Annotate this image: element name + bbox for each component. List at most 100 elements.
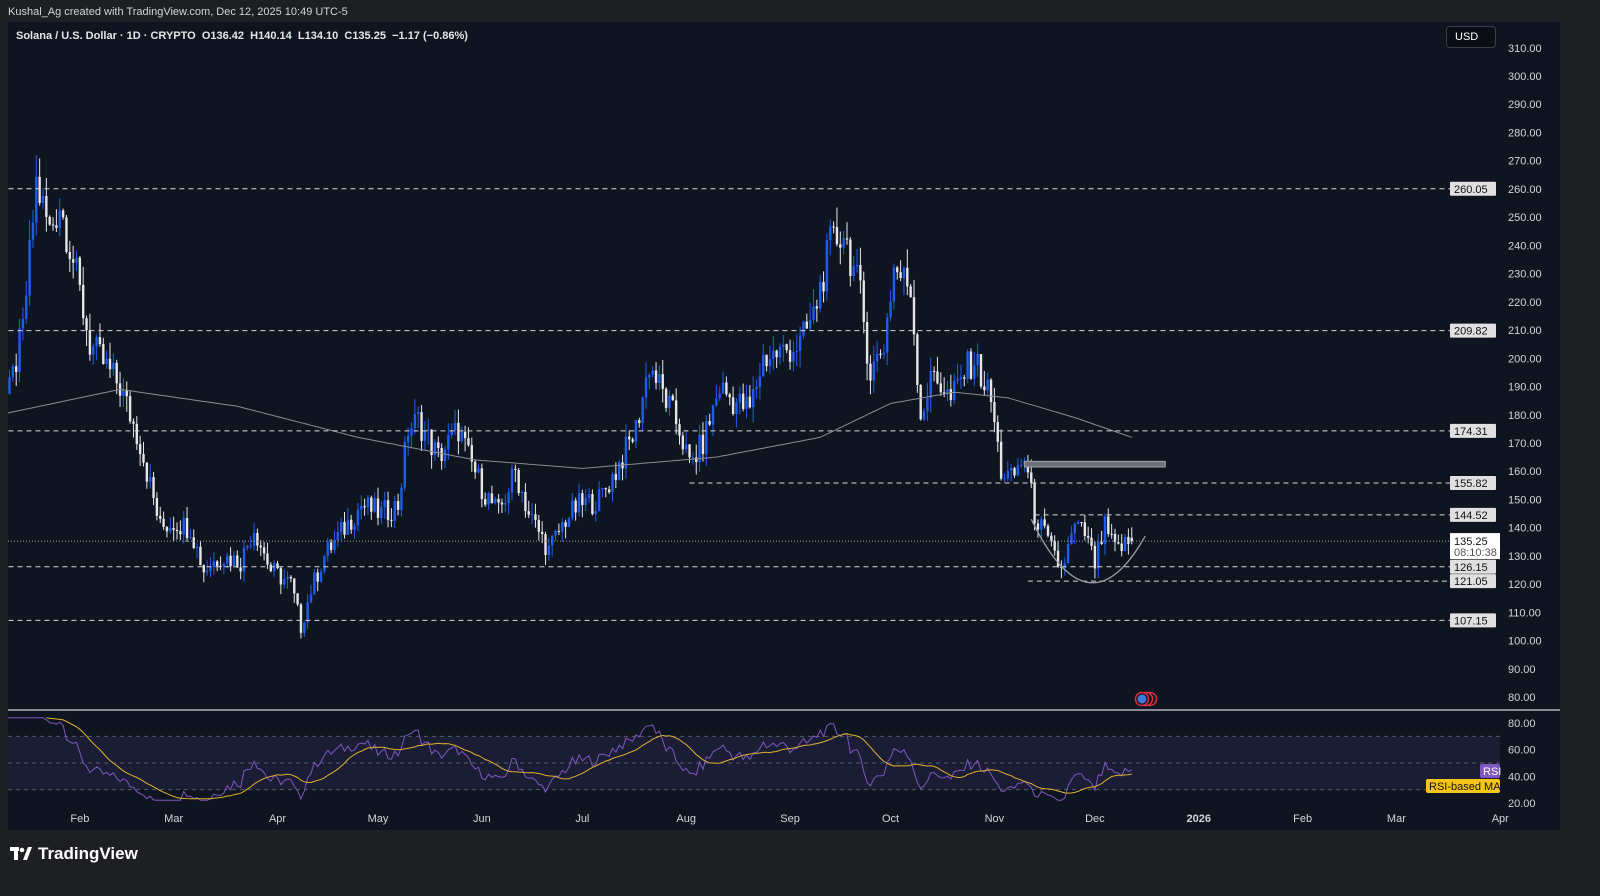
candle-body xyxy=(832,226,835,228)
candle xyxy=(463,425,467,452)
candle xyxy=(621,454,624,481)
candle xyxy=(554,529,557,542)
candle xyxy=(819,274,822,313)
candle-body xyxy=(353,525,356,530)
candle xyxy=(199,540,202,566)
candle-body xyxy=(105,358,108,365)
candle xyxy=(88,313,92,361)
candle-body xyxy=(845,238,849,240)
candle xyxy=(15,353,18,386)
candle xyxy=(108,342,112,378)
candle-body xyxy=(229,555,232,567)
price-axis-label: 260.00 xyxy=(1508,184,1542,196)
candle-body xyxy=(149,477,152,482)
candle-body xyxy=(272,563,276,572)
candle-body xyxy=(232,555,236,567)
candle xyxy=(272,560,276,577)
candle xyxy=(1120,534,1123,557)
candle-body xyxy=(182,518,185,535)
candle xyxy=(577,483,581,517)
price-axis-label: 250.00 xyxy=(1508,212,1542,224)
candle-body xyxy=(266,553,269,565)
candle xyxy=(417,406,420,429)
candle xyxy=(1107,508,1110,537)
candle-body xyxy=(534,514,537,520)
candle-body xyxy=(115,362,118,384)
price-axis-label: 90.00 xyxy=(1508,664,1536,676)
candle xyxy=(182,510,185,544)
high-value: H140.14 xyxy=(250,30,292,42)
time-axis-label: Feb xyxy=(1293,813,1312,825)
candle xyxy=(718,386,721,402)
candle-body xyxy=(1063,563,1066,568)
candle-body xyxy=(644,377,648,398)
candle-body xyxy=(306,602,309,623)
candle-body xyxy=(125,389,128,397)
candle xyxy=(457,409,460,455)
candle-body xyxy=(668,395,671,408)
candle xyxy=(316,568,319,592)
candle-body xyxy=(1073,524,1076,534)
candle xyxy=(698,424,701,472)
candle-body xyxy=(122,389,125,396)
candle-body xyxy=(15,366,18,372)
candle xyxy=(1020,458,1023,468)
level-label: 144.52 xyxy=(1454,510,1488,522)
candle xyxy=(902,266,906,296)
symbol-legend: Solana / U.S. Dollar · 1D · CRYPTO O136.… xyxy=(16,30,468,42)
candle xyxy=(329,538,333,554)
candle xyxy=(855,248,859,273)
candle xyxy=(708,413,711,427)
candle xyxy=(179,520,182,541)
candle xyxy=(812,289,815,324)
candle xyxy=(138,435,142,466)
candle xyxy=(591,489,594,516)
candle-body xyxy=(842,238,845,248)
price-axis-label: 200.00 xyxy=(1508,353,1542,365)
candle-body xyxy=(658,374,661,383)
candle-body xyxy=(1107,516,1110,534)
candle xyxy=(437,436,440,458)
candle xyxy=(242,539,246,582)
candle-body xyxy=(822,281,825,292)
candle xyxy=(507,488,510,515)
chart-frame[interactable]: Solana / U.S. Dollar · 1D · CRYPTO O136.… xyxy=(8,22,1560,830)
candle xyxy=(909,283,912,298)
candle xyxy=(430,429,433,469)
candle xyxy=(68,240,71,273)
candle xyxy=(721,371,725,395)
candle-body xyxy=(574,500,577,513)
candle xyxy=(530,503,534,525)
time-axis-label: Mar xyxy=(1387,813,1406,825)
candle xyxy=(78,255,82,291)
candle-body xyxy=(896,267,899,273)
candle-body xyxy=(875,353,879,362)
candle-body xyxy=(802,321,805,336)
candle xyxy=(256,528,259,551)
symbol-name[interactable]: Solana / U.S. Dollar · 1D · CRYPTO xyxy=(16,30,196,42)
candle-body xyxy=(467,438,470,446)
candle xyxy=(996,415,999,452)
price-chart[interactable]: 310.00 300.00 290.00 280.00 270.00 260.00 250.… xyxy=(8,22,1560,830)
candle-body xyxy=(517,469,520,493)
tradingview-logo[interactable]: TradingView xyxy=(10,844,138,864)
candle-body xyxy=(520,491,524,493)
candle-body xyxy=(216,561,219,566)
candle xyxy=(122,378,125,407)
price-axis-label: 290.00 xyxy=(1508,99,1542,111)
candle-body xyxy=(336,532,339,541)
candle-body xyxy=(577,493,581,513)
low-value: L134.10 xyxy=(297,30,339,42)
currency-button[interactable]: USD xyxy=(1446,26,1496,48)
candle-body xyxy=(889,301,892,318)
candle xyxy=(611,471,614,502)
candle xyxy=(641,396,644,431)
price-axis-label: 150.00 xyxy=(1508,494,1542,506)
candle-body xyxy=(869,363,872,381)
candle xyxy=(1043,508,1046,529)
candle-body xyxy=(752,389,755,408)
candle xyxy=(467,427,470,447)
candle-body xyxy=(507,492,510,503)
candle-body xyxy=(31,222,35,240)
candle xyxy=(939,372,942,396)
